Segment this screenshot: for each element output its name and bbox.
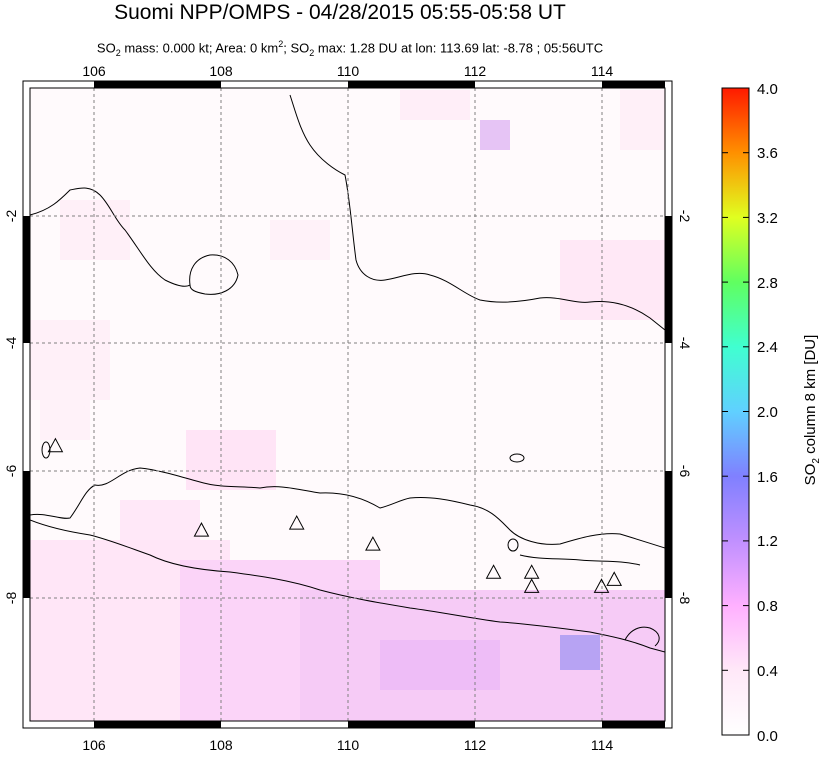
lon-label-bottom-108: 108 xyxy=(209,737,233,753)
volcano-3-icon xyxy=(288,515,305,530)
colorbar-tick-3-2: 3.2 xyxy=(757,210,778,227)
volcano-7-icon xyxy=(523,578,540,593)
lat-label-left-2: -2 xyxy=(3,210,19,223)
subtitle-sup-2: 2 xyxy=(278,39,284,49)
map-frame xyxy=(22,80,673,729)
so2-field xyxy=(30,90,665,721)
lon-label-top-114: 114 xyxy=(591,63,614,79)
colorbar-tick-4-0: 4.0 xyxy=(757,81,778,98)
lon-label-bottom-112: 112 xyxy=(464,737,487,753)
colorbar-tick-0-0: 0.0 xyxy=(757,728,778,745)
volcano-1-icon xyxy=(47,437,64,453)
colorbar-label-rest: column 8 km [DU] xyxy=(802,335,819,458)
colorbar-tick-1-2: 1.2 xyxy=(757,533,778,550)
map-subtitle: SO2 mass: 0.000 kt; Area: 0 km2; SO2 max… xyxy=(0,36,700,61)
volcano-6-icon xyxy=(523,564,540,579)
lat-label-right-2: -2 xyxy=(677,210,693,223)
grid-lines xyxy=(30,88,665,721)
colorbar-label-sub: 2 xyxy=(811,458,822,464)
lat-label-right-8: -8 xyxy=(677,592,693,605)
lon-label-bottom-110: 110 xyxy=(337,737,360,753)
colorbar-axis-label: SO2 column 8 km [DU] xyxy=(802,335,822,486)
volcano-8-icon xyxy=(593,578,610,593)
colorbar-tick-0-8: 0.8 xyxy=(757,598,778,615)
subtitle-mass-area: mass: 0.000 kt; Area: 0 km xyxy=(120,40,279,56)
volcano-markers xyxy=(47,437,623,593)
lat-label-left-8: -8 xyxy=(3,592,19,605)
lon-labels-top: 106 108 110 112 114 xyxy=(82,63,613,79)
lat-label-left-6: -6 xyxy=(3,465,19,478)
colorbar-tick-2-4: 2.4 xyxy=(757,339,778,356)
lon-label-bottom-106: 106 xyxy=(82,737,106,753)
lon-label-top-108: 108 xyxy=(209,63,233,79)
colorbar-label-so: SO xyxy=(802,464,819,486)
volcano-5-icon xyxy=(485,564,502,579)
lon-label-top-112: 112 xyxy=(464,63,487,79)
colorbar-tick-2-8: 2.8 xyxy=(757,275,778,292)
subtitle-sub-1: 2 xyxy=(115,47,121,58)
subtitle-so2-2: ; SO xyxy=(283,40,310,56)
colorbar-ticks xyxy=(722,87,749,671)
coastlines xyxy=(30,94,665,653)
volcano-9-icon xyxy=(606,571,623,586)
subtitle-so2-1: SO xyxy=(96,40,116,56)
volcano-4-icon xyxy=(365,536,381,551)
lat-labels-left: -2 -4 -6 -8 xyxy=(3,210,19,605)
lon-label-top-110: 110 xyxy=(337,63,360,79)
lon-labels-bottom: 106 108 110 112 114 xyxy=(82,737,613,753)
lat-labels-right: -2 -4 -6 -8 xyxy=(677,210,693,605)
colorbar-tick-0-4: 0.4 xyxy=(757,663,778,680)
lat-label-right-6: -6 xyxy=(677,465,693,478)
lon-label-top-106: 106 xyxy=(82,63,106,79)
subtitle-sub-2: 2 xyxy=(309,47,315,58)
map-title: Suomi NPP/OMPS - 04/28/2015 05:55-05:58 … xyxy=(114,1,566,24)
lon-label-bottom-114: 114 xyxy=(591,737,614,753)
volcano-2-icon xyxy=(193,522,210,537)
lat-label-left-4: -4 xyxy=(3,337,19,350)
colorbar: 4.0 3.6 3.2 2.8 2.4 2.0 1.6 1.2 0.8 0.4 … xyxy=(721,81,822,745)
subtitle-max: max: 1.28 DU at lon: 113.69 lat: -8.78 ;… xyxy=(314,40,604,56)
colorbar-tick-1-6: 1.6 xyxy=(757,469,778,486)
lat-label-right-4: -4 xyxy=(677,337,693,350)
colorbar-tick-2-0: 2.0 xyxy=(757,404,778,421)
colorbar-tick-3-6: 3.6 xyxy=(757,145,778,162)
